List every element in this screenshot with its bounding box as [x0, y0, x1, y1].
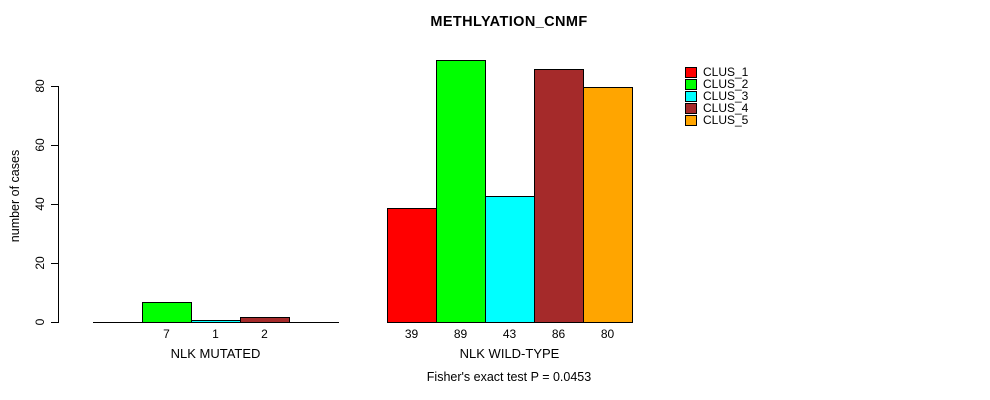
bar-clus_2	[142, 302, 192, 323]
chart-title: METHLYATION_CNMF	[430, 14, 588, 30]
y-tick-label: 60	[33, 138, 47, 152]
bar-value-label: 80	[600, 327, 615, 341]
y-tick	[51, 322, 58, 323]
annotation-text: Fisher's exact test P = 0.0453	[426, 370, 592, 384]
bar-clus_5	[583, 87, 633, 323]
y-tick	[51, 263, 58, 264]
bar-clus_3	[191, 320, 241, 323]
legend-item: CLUS_4	[685, 101, 749, 115]
bar-clus_2	[436, 60, 486, 323]
bar-value-label: 86	[551, 327, 566, 341]
y-tick-label: 0	[33, 318, 47, 326]
bar-value-label: 89	[453, 327, 468, 341]
bar-value-label: 7	[163, 327, 170, 341]
y-tick	[51, 145, 58, 146]
y-tick-label: 20	[33, 256, 47, 270]
legend-swatch-clus_4	[685, 103, 697, 114]
bar-value-label: 1	[212, 327, 219, 341]
legend-swatch-clus_2	[685, 79, 697, 90]
bar-value-label: 2	[261, 327, 268, 341]
legend-item: CLUS_3	[685, 89, 749, 103]
legend: CLUS_1 CLUS_2 CLUS_3 CLUS_4 CLUS_5	[685, 65, 749, 127]
y-tick-label: 40	[33, 197, 47, 211]
bar-value-label: 43	[502, 327, 517, 341]
bar-value-label: 39	[404, 327, 419, 341]
legend-swatch-clus_3	[685, 91, 697, 102]
bar-clus_4	[240, 317, 290, 323]
legend-label: CLUS_4	[703, 101, 749, 115]
legend-label: CLUS_3	[703, 89, 749, 103]
legend-swatch-clus_5	[685, 115, 697, 126]
y-axis-line	[58, 86, 59, 323]
legend-item: CLUS_1	[685, 65, 749, 79]
legend-item: CLUS_2	[685, 77, 749, 91]
legend-swatch-clus_1	[685, 67, 697, 78]
bar-clus_4	[534, 69, 584, 323]
y-tick	[51, 204, 58, 205]
legend-label: CLUS_1	[703, 65, 749, 79]
x-group-label: NLK WILD-TYPE	[459, 346, 560, 361]
bar-clus_1	[387, 208, 437, 323]
x-group-label: NLK MUTATED	[170, 346, 261, 361]
bar-clus_3	[485, 196, 535, 323]
legend-label: CLUS_2	[703, 77, 749, 91]
y-tick	[51, 86, 58, 87]
y-axis-title: number of cases	[8, 149, 22, 243]
y-tick-label: 80	[33, 79, 47, 93]
legend-label: CLUS_5	[703, 113, 749, 127]
legend-item: CLUS_5	[685, 113, 749, 127]
